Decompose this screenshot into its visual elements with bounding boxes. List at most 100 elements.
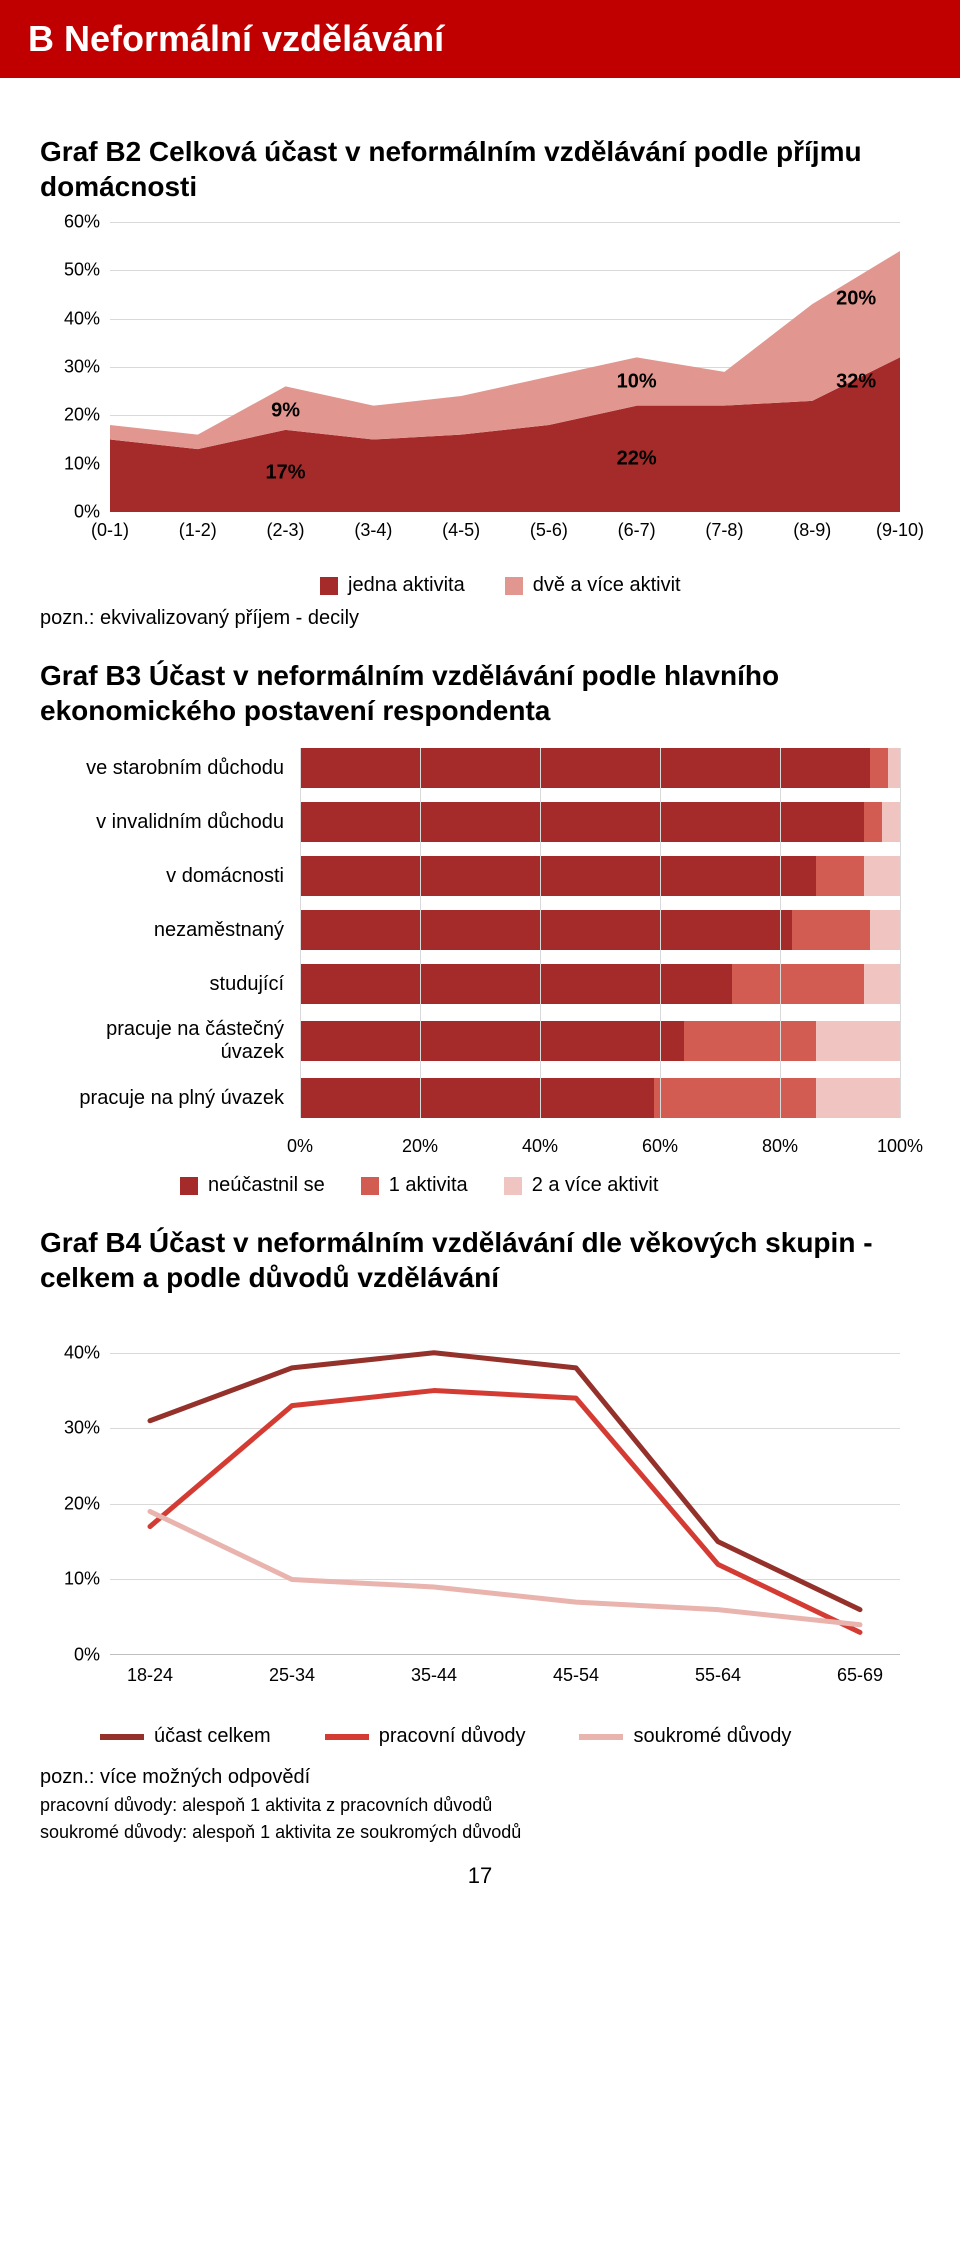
legend-label: 2 a více aktivit <box>532 1174 659 1197</box>
b3-segment <box>870 910 900 950</box>
b3-bar-row: v invalidním důchodu <box>40 802 900 842</box>
legend-swatch <box>504 1177 522 1195</box>
b2-data-label: 32% <box>836 370 876 393</box>
b3-bar <box>300 1078 900 1118</box>
b4-legend-item: pracovní důvody <box>325 1725 526 1748</box>
b3-segment <box>816 1021 900 1061</box>
b3-segment <box>888 748 900 788</box>
b4-x-tick-label: 65-69 <box>837 1665 883 1686</box>
b4-title: Graf B4 Účast v neformálním vzdělávání d… <box>40 1225 920 1295</box>
b3-bar <box>300 1021 900 1061</box>
b3-x-tick-label: 80% <box>762 1136 798 1157</box>
b2-x-tick-label: (6-7) <box>618 520 656 541</box>
b2-y-tick-label: 50% <box>40 260 100 281</box>
b4-x-tick-label: 18-24 <box>127 1665 173 1686</box>
b3-segment <box>864 856 900 896</box>
b3-segment <box>300 910 792 950</box>
b4-plot-area <box>110 1315 900 1655</box>
b2-x-tick-label: (4-5) <box>442 520 480 541</box>
b2-x-tick-label: (1-2) <box>179 520 217 541</box>
b3-gridline <box>900 748 901 1118</box>
b3-segment <box>300 802 864 842</box>
b2-x-tick-label: (2-3) <box>267 520 305 541</box>
b2-x-tick-label: (8-9) <box>793 520 831 541</box>
b2-data-label: 22% <box>617 447 657 470</box>
b3-category-label: v domácnosti <box>40 865 300 888</box>
b4-x-tick-label: 55-64 <box>695 1665 741 1686</box>
b2-legend-item: jedna aktivita <box>320 574 465 597</box>
b3-segment <box>654 1078 816 1118</box>
page-number: 17 <box>40 1863 920 1889</box>
b3-x-axis: 0%20%40%60%80%100% <box>300 1132 900 1160</box>
b3-bar-row: ve starobním důchodu <box>40 748 900 788</box>
b3-category-label: studující <box>40 973 300 996</box>
b2-y-tick-label: 60% <box>40 212 100 233</box>
b3-segment <box>300 748 870 788</box>
section-title: B Neformální vzdělávání <box>28 18 444 59</box>
legend-label: dvě a více aktivit <box>533 574 681 597</box>
b3-segment <box>816 856 864 896</box>
b2-x-tick-label: (9-10) <box>876 520 924 541</box>
b3-legend-item: neúčastnil se <box>180 1174 325 1197</box>
b3-bar <box>300 964 900 1004</box>
b3-legend-item: 1 aktivita <box>361 1174 468 1197</box>
b3-segment <box>684 1021 816 1061</box>
b4-note-line: pozn.: více možných odpovědí <box>40 1766 920 1789</box>
b4-y-tick-label: 10% <box>40 1569 100 1590</box>
b4-y-tick-label: 40% <box>40 1342 100 1363</box>
b3-x-tick-label: 100% <box>877 1136 923 1157</box>
b3-segment <box>732 964 864 1004</box>
chart-b3: ve starobním důchodu v invalidním důchodu… <box>40 748 900 1197</box>
b3-title: Graf B3 Účast v neformálním vzdělávání p… <box>40 658 920 728</box>
b2-legend: jedna aktivita dvě a více aktivit <box>320 574 920 597</box>
page-content: Graf B2 Celková účast v neformálním vzdě… <box>0 78 960 1919</box>
b3-segment <box>300 964 732 1004</box>
b3-segment <box>864 964 900 1004</box>
b4-y-tick-label: 20% <box>40 1493 100 1514</box>
b3-segment <box>300 1078 654 1118</box>
b3-bar-row: v domácnosti <box>40 856 900 896</box>
legend-label: pracovní důvody <box>379 1725 526 1748</box>
legend-label: soukromé důvody <box>633 1725 791 1748</box>
b2-plot-area: 17%9%22%10%32%20% <box>110 222 900 512</box>
b3-segment <box>300 856 816 896</box>
b3-segment <box>870 748 888 788</box>
b4-y-tick-label: 0% <box>40 1645 100 1666</box>
legend-swatch <box>361 1177 379 1195</box>
b2-data-label: 9% <box>271 399 300 422</box>
chart-b2: 17%9%22%10%32%20% 0%10%20%30%40%50%60%(0… <box>40 222 900 562</box>
b2-y-tick-label: 30% <box>40 357 100 378</box>
legend-label: 1 aktivita <box>389 1174 468 1197</box>
b4-legend-item: účast celkem <box>100 1725 271 1748</box>
b3-x-tick-label: 60% <box>642 1136 678 1157</box>
legend-label: jedna aktivita <box>348 574 465 597</box>
b4-y-tick-label: 30% <box>40 1418 100 1439</box>
b3-segment <box>792 910 870 950</box>
legend-swatch <box>505 577 523 595</box>
b3-plot-area: ve starobním důchodu v invalidním důchodu… <box>40 748 900 1118</box>
b4-x-tick-label: 25-34 <box>269 1665 315 1686</box>
b3-category-label: pracuje na plný úvazek <box>40 1087 300 1110</box>
b2-svg <box>110 222 900 512</box>
b3-bar <box>300 802 900 842</box>
b2-x-tick-label: (0-1) <box>91 520 129 541</box>
b3-legend-item: 2 a více aktivit <box>504 1174 659 1197</box>
b3-bar <box>300 910 900 950</box>
section-header: B Neformální vzdělávání <box>0 0 960 78</box>
b3-segment <box>816 1078 900 1118</box>
b3-category-label: ve starobním důchodu <box>40 757 300 780</box>
legend-label: neúčastnil se <box>208 1174 325 1197</box>
b3-category-label: pracuje na částečný úvazek <box>40 1018 300 1064</box>
b4-legend: účast celkem pracovní důvody soukromé důvo… <box>100 1725 920 1748</box>
b3-segment <box>864 802 882 842</box>
b2-note: pozn.: ekvivalizovaný příjem - decily <box>40 607 920 630</box>
legend-line-swatch <box>579 1734 623 1740</box>
b2-y-tick-label: 10% <box>40 453 100 474</box>
legend-swatch <box>320 577 338 595</box>
legend-swatch <box>180 1177 198 1195</box>
b3-x-tick-label: 20% <box>402 1136 438 1157</box>
legend-label: účast celkem <box>154 1725 271 1748</box>
b3-segment <box>882 802 900 842</box>
b2-data-label: 20% <box>836 288 876 311</box>
b2-title: Graf B2 Celková účast v neformálním vzdě… <box>40 134 920 204</box>
